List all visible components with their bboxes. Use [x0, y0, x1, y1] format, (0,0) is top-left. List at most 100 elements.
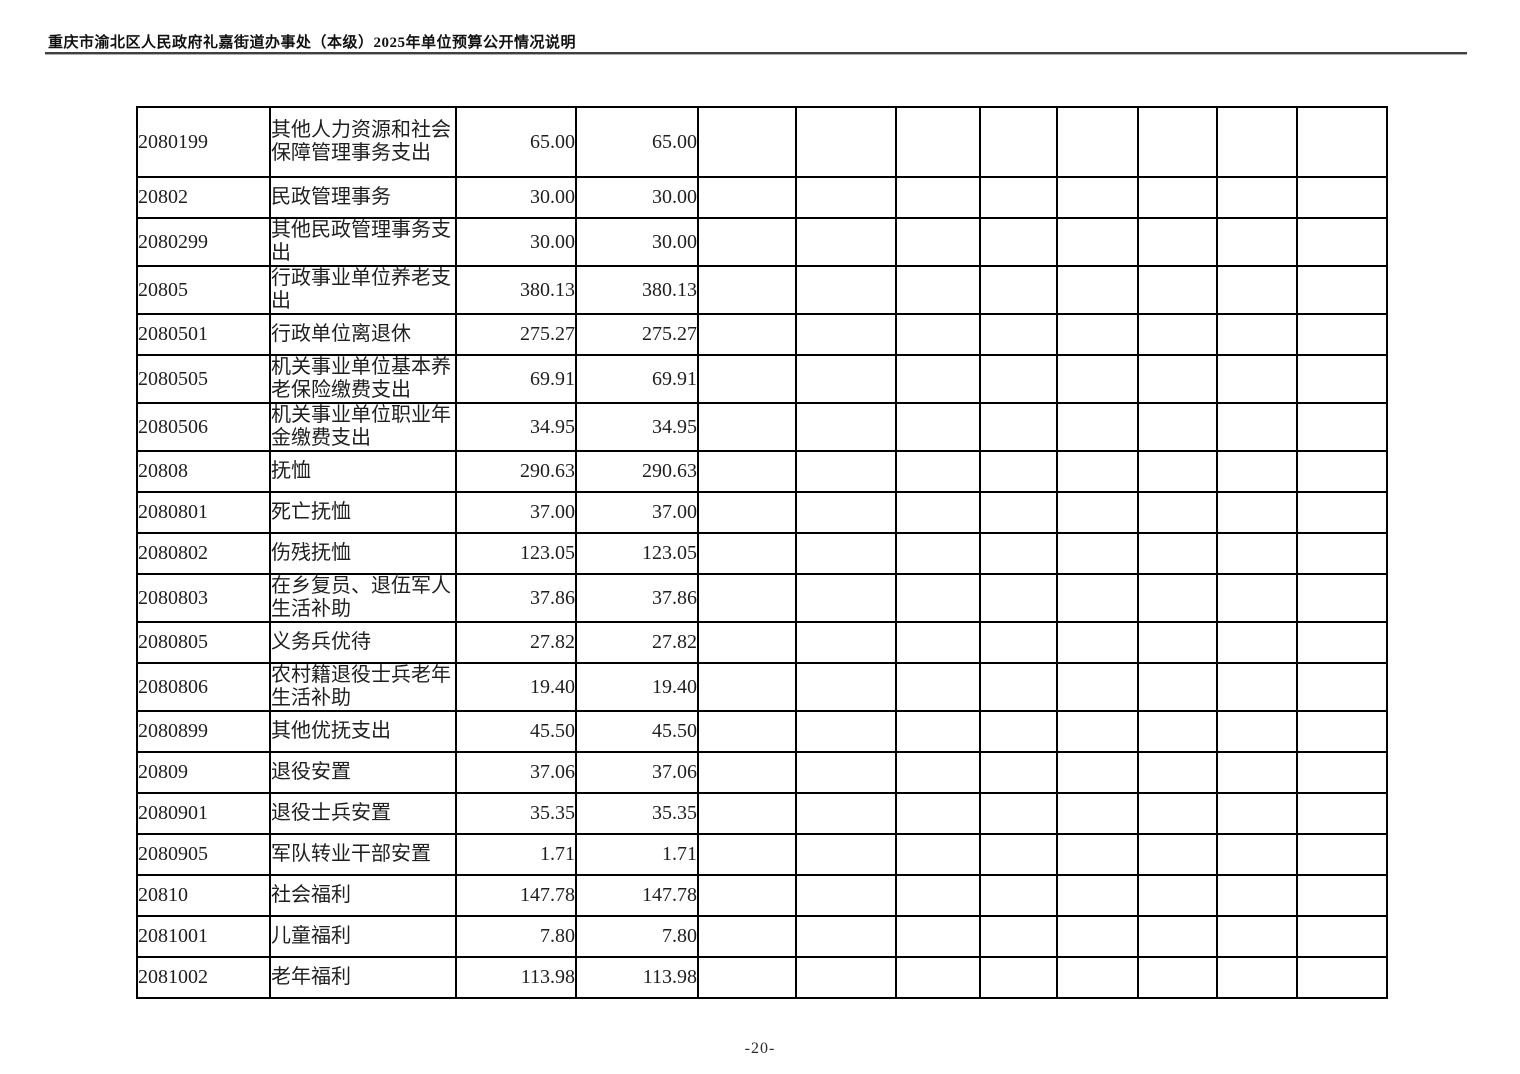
- empty-cell: [1216, 265, 1298, 315]
- amount-cell: 290.63: [455, 450, 577, 493]
- empty-cell: [1056, 915, 1139, 958]
- code-cell: 2080803: [136, 573, 271, 623]
- empty-cell: [1137, 106, 1218, 178]
- empty-cell: [1137, 217, 1218, 267]
- empty-cell: [1296, 710, 1388, 753]
- empty-cell: [895, 573, 981, 623]
- amount-cell: 69.91: [575, 354, 699, 404]
- table-row: 2080505 机关事业单位基本养老保险缴费支出 69.91 69.91: [136, 354, 1388, 404]
- empty-cell: [1056, 217, 1139, 267]
- code-cell: 2080506: [136, 402, 271, 452]
- empty-cell: [895, 662, 981, 712]
- empty-cell: [1296, 176, 1388, 219]
- amount-cell: 37.00: [455, 491, 577, 534]
- table-row: 2080802 伤残抚恤 123.05 123.05: [136, 532, 1388, 575]
- code-cell: 2081001: [136, 915, 271, 958]
- code-cell: 2080199: [136, 106, 271, 178]
- empty-cell: [1137, 313, 1218, 356]
- empty-cell: [1296, 573, 1388, 623]
- empty-cell: [1137, 450, 1218, 493]
- empty-cell: [1056, 491, 1139, 534]
- amount-cell: 37.00: [575, 491, 699, 534]
- amount-cell: 37.86: [455, 573, 577, 623]
- table-row: 20805 行政事业单位养老支出 380.13 380.13: [136, 265, 1388, 315]
- empty-cell: [795, 176, 897, 219]
- empty-cell: [979, 265, 1058, 315]
- document-header-title: 重庆市渝北区人民政府礼嘉街道办事处（本级）2025年单位预算公开情况说明: [48, 35, 577, 51]
- table-row: 2081002 老年福利 113.98 113.98: [136, 956, 1388, 999]
- empty-cell: [795, 450, 897, 493]
- code-cell: 20808: [136, 450, 271, 493]
- amount-cell: 37.06: [575, 751, 699, 794]
- empty-cell: [1056, 532, 1139, 575]
- amount-cell: 30.00: [575, 217, 699, 267]
- empty-cell: [1216, 874, 1298, 917]
- empty-cell: [1296, 956, 1388, 999]
- empty-cell: [1296, 833, 1388, 876]
- name-cell: 伤残抚恤: [269, 532, 457, 575]
- empty-cell: [979, 354, 1058, 404]
- empty-cell: [1056, 354, 1139, 404]
- amount-cell: 37.86: [575, 573, 699, 623]
- empty-cell: [895, 491, 981, 534]
- empty-cell: [1296, 354, 1388, 404]
- table-row: 2080803 在乡复员、退伍军人生活补助 37.86 37.86: [136, 573, 1388, 623]
- empty-cell: [1296, 874, 1388, 917]
- empty-cell: [1137, 491, 1218, 534]
- code-cell: 2080806: [136, 662, 271, 712]
- empty-cell: [795, 532, 897, 575]
- empty-cell: [895, 792, 981, 835]
- empty-cell: [1056, 662, 1139, 712]
- empty-cell: [697, 217, 797, 267]
- amount-cell: 147.78: [455, 874, 577, 917]
- empty-cell: [1137, 833, 1218, 876]
- empty-cell: [1056, 450, 1139, 493]
- amount-cell: 30.00: [455, 217, 577, 267]
- empty-cell: [795, 956, 897, 999]
- empty-cell: [697, 402, 797, 452]
- empty-cell: [795, 792, 897, 835]
- empty-cell: [1056, 402, 1139, 452]
- name-cell: 其他优抚支出: [269, 710, 457, 753]
- empty-cell: [1216, 621, 1298, 664]
- empty-cell: [1296, 662, 1388, 712]
- empty-cell: [697, 354, 797, 404]
- name-cell: 农村籍退役士兵老年生活补助: [269, 662, 457, 712]
- empty-cell: [1216, 354, 1298, 404]
- empty-cell: [895, 833, 981, 876]
- code-cell: 2080802: [136, 532, 271, 575]
- empty-cell: [697, 265, 797, 315]
- empty-cell: [1296, 915, 1388, 958]
- empty-cell: [1296, 792, 1388, 835]
- empty-cell: [1137, 710, 1218, 753]
- code-cell: 2080299: [136, 217, 271, 267]
- empty-cell: [697, 710, 797, 753]
- amount-cell: 380.13: [455, 265, 577, 315]
- table-row: 20810 社会福利 147.78 147.78: [136, 874, 1388, 917]
- empty-cell: [979, 710, 1058, 753]
- table-row: 20808 抚恤 290.63 290.63: [136, 450, 1388, 493]
- empty-cell: [795, 265, 897, 315]
- empty-cell: [795, 662, 897, 712]
- code-cell: 20809: [136, 751, 271, 794]
- amount-cell: 65.00: [455, 106, 577, 178]
- code-cell: 2080899: [136, 710, 271, 753]
- name-cell: 民政管理事务: [269, 176, 457, 219]
- empty-cell: [1056, 621, 1139, 664]
- empty-cell: [795, 874, 897, 917]
- empty-cell: [697, 176, 797, 219]
- amount-cell: 27.82: [575, 621, 699, 664]
- amount-cell: 35.35: [575, 792, 699, 835]
- amount-cell: 45.50: [575, 710, 699, 753]
- empty-cell: [979, 402, 1058, 452]
- empty-cell: [979, 106, 1058, 178]
- table-row: 2080805 义务兵优待 27.82 27.82: [136, 621, 1388, 664]
- empty-cell: [1137, 874, 1218, 917]
- table-row: 2080501 行政单位离退休 275.27 275.27: [136, 313, 1388, 356]
- empty-cell: [1216, 915, 1298, 958]
- amount-cell: 7.80: [575, 915, 699, 958]
- empty-cell: [895, 710, 981, 753]
- amount-cell: 45.50: [455, 710, 577, 753]
- empty-cell: [895, 402, 981, 452]
- empty-cell: [979, 792, 1058, 835]
